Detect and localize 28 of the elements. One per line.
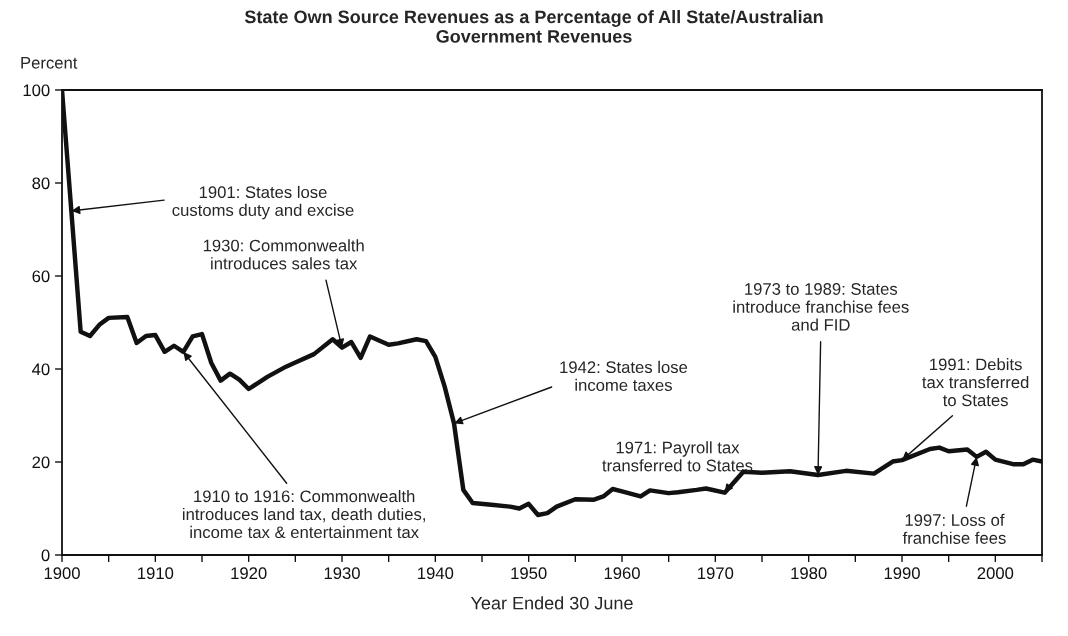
x-tick-label: 1930 [324, 567, 360, 580]
x-tick-label: 1900 [44, 567, 80, 580]
x-axis-title: Year Ended 30 June [470, 596, 633, 610]
chart-title: State Own Source Revenues as a Percentage of All State/Australian Government Revenues [244, 10, 823, 43]
annotation: 1971: Payroll tax transferred to States [602, 441, 753, 472]
y-tick-label: 20 [32, 456, 50, 469]
annotation: 1997: Loss of franchise fees [902, 513, 1006, 544]
x-tick-label: 1960 [604, 567, 640, 580]
annotation: 1901: States lose customs duty and excise [172, 185, 354, 220]
x-tick-label: 1980 [791, 567, 827, 580]
annotation: 1942: States lose income taxes [560, 360, 688, 392]
y-tick-label: 40 [32, 363, 50, 376]
annotation: 1930: Commonwealth introduces sales tax [203, 239, 364, 270]
y-tick-label: 80 [32, 177, 50, 190]
x-tick-label: 1950 [511, 567, 547, 580]
x-tick-label: 1940 [418, 567, 454, 580]
y-tick-label: 60 [32, 270, 50, 283]
x-tick-label: 1910 [138, 567, 174, 580]
annotation: 1991: Debits tax transferred to States [922, 358, 1029, 407]
annotation: 1910 to 1916: Commonwealth introduces land tax, death duties, income tax & entertainment tax [182, 489, 425, 539]
y-tick-label: 100 [23, 84, 50, 97]
x-tick-label: 2000 [977, 567, 1014, 580]
y-tick-label: 0 [41, 549, 50, 562]
annotation: 1973 to 1989: States introduce franchise fees and FID [733, 283, 909, 331]
x-tick-label: 1970 [698, 567, 734, 580]
y-axis-title: Percent [21, 57, 78, 69]
x-tick-label: 1920 [231, 567, 267, 580]
x-tick-label: 1990 [884, 567, 920, 580]
